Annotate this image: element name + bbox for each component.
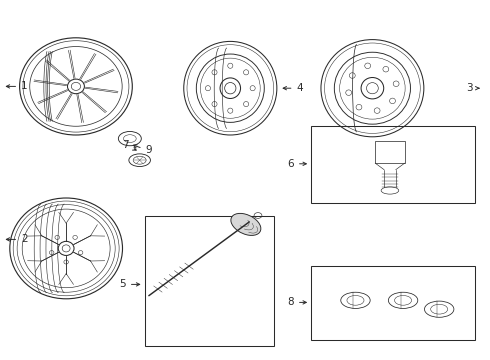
Text: 3: 3: [466, 83, 479, 93]
Bar: [375, 141, 405, 163]
Text: 8: 8: [287, 297, 306, 307]
Bar: [311, 266, 475, 340]
Text: 4: 4: [283, 83, 303, 93]
Ellipse shape: [231, 213, 261, 235]
Text: 5: 5: [119, 279, 140, 289]
Text: 2: 2: [6, 234, 28, 244]
Text: 1: 1: [6, 81, 28, 91]
Bar: [311, 126, 475, 203]
Text: 7: 7: [122, 140, 136, 150]
Bar: [145, 216, 274, 346]
Text: 6: 6: [287, 159, 306, 169]
Text: 9: 9: [133, 145, 152, 156]
